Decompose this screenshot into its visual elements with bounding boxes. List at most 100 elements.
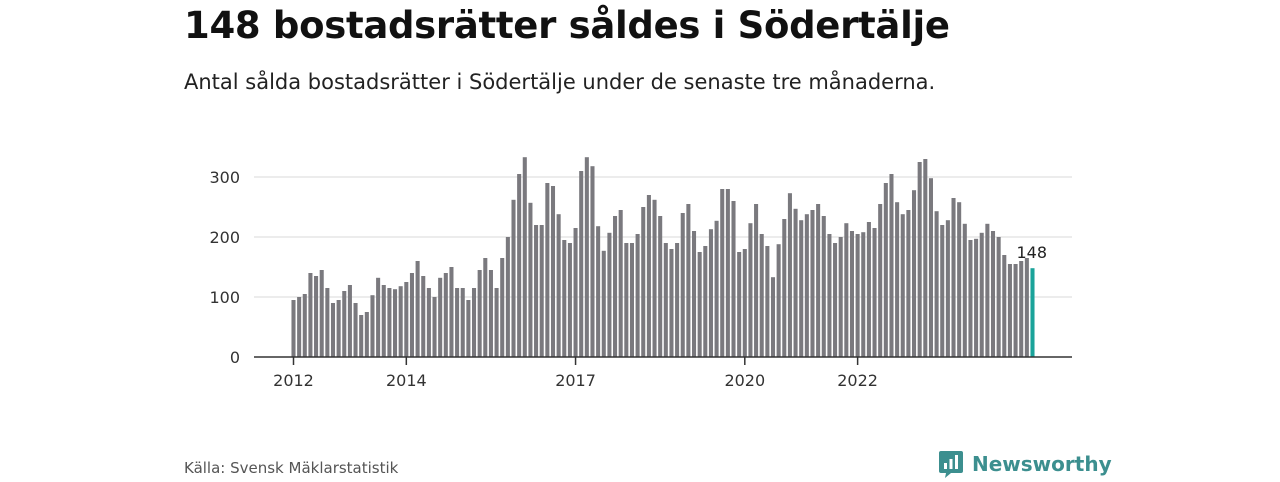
bar bbox=[810, 210, 815, 357]
bar bbox=[1013, 264, 1018, 357]
bar bbox=[1024, 258, 1029, 357]
bar bbox=[787, 193, 792, 357]
bar bbox=[613, 216, 618, 357]
bar bbox=[635, 234, 640, 357]
bar bbox=[545, 183, 550, 357]
bar bbox=[511, 199, 516, 357]
highlight-value-label: 148 bbox=[1017, 243, 1048, 262]
bar bbox=[782, 219, 787, 357]
bar bbox=[906, 210, 911, 357]
bar bbox=[466, 300, 471, 357]
bar bbox=[522, 157, 527, 357]
bar bbox=[754, 204, 759, 357]
bar bbox=[748, 223, 753, 357]
bar bbox=[415, 261, 420, 357]
bar bbox=[725, 189, 730, 357]
chart-subtitle: Antal sålda bostadsrätter i Södertälje u… bbox=[184, 70, 936, 94]
bar bbox=[618, 210, 623, 357]
bar bbox=[426, 288, 431, 357]
bar bbox=[302, 294, 307, 357]
bar bbox=[759, 234, 764, 357]
bar bbox=[556, 214, 561, 357]
x-tick-label: 2017 bbox=[555, 371, 596, 390]
bar bbox=[889, 174, 894, 357]
bar bbox=[951, 198, 956, 357]
bar bbox=[624, 243, 629, 357]
brand-logo[interactable]: Newsworthy bbox=[938, 448, 1112, 480]
bar bbox=[314, 276, 319, 357]
x-tick-label: 2014 bbox=[386, 371, 427, 390]
bar bbox=[590, 166, 595, 357]
bar bbox=[629, 243, 634, 357]
bar bbox=[449, 267, 454, 357]
chart-title: 148 bostadsrätter såldes i Södertälje bbox=[184, 4, 950, 47]
bar bbox=[646, 195, 651, 357]
bar bbox=[663, 243, 668, 357]
bar bbox=[720, 189, 725, 357]
bar bbox=[607, 232, 612, 357]
bar bbox=[550, 186, 556, 357]
labels: 0 100 200 300 2012 2014 2017 2020 2022 148 bbox=[209, 168, 1047, 390]
bar bbox=[849, 231, 855, 357]
bar bbox=[443, 273, 448, 357]
bar bbox=[776, 244, 781, 357]
bar bbox=[714, 220, 719, 357]
bar bbox=[364, 312, 369, 357]
brand-name: Newsworthy bbox=[972, 452, 1112, 476]
bar bbox=[697, 252, 702, 357]
bar bbox=[799, 220, 804, 357]
bar bbox=[928, 178, 933, 357]
bar bbox=[968, 240, 973, 357]
bar bbox=[962, 223, 967, 357]
bar bbox=[330, 303, 336, 357]
bar-highlight bbox=[1030, 268, 1035, 357]
x-tick-label: 2022 bbox=[837, 371, 878, 390]
bar bbox=[584, 157, 589, 357]
bar bbox=[878, 204, 883, 357]
bar bbox=[765, 246, 770, 357]
y-tick-label: 200 bbox=[209, 228, 240, 247]
bar bbox=[855, 234, 860, 357]
bar-chart: 0 100 200 300 2012 2014 2017 2020 2022 148 bbox=[209, 157, 1072, 390]
y-tick-label: 100 bbox=[209, 288, 240, 307]
bar bbox=[393, 289, 398, 357]
x-tick-label: 2020 bbox=[724, 371, 765, 390]
bar bbox=[534, 225, 539, 357]
bar bbox=[319, 270, 324, 357]
bar bbox=[539, 225, 544, 357]
bar bbox=[996, 237, 1001, 357]
bar bbox=[494, 288, 499, 357]
bar bbox=[1002, 255, 1007, 357]
bar bbox=[488, 270, 493, 357]
bar bbox=[432, 297, 437, 357]
bar bbox=[455, 288, 460, 357]
bar bbox=[483, 258, 488, 357]
bar bbox=[460, 288, 465, 357]
bar bbox=[990, 231, 996, 357]
bar bbox=[957, 202, 962, 357]
x-tick-label: 2012 bbox=[273, 371, 314, 390]
bar bbox=[827, 234, 832, 357]
bar bbox=[821, 216, 826, 357]
bar bbox=[1007, 264, 1012, 357]
bar bbox=[816, 204, 821, 357]
bar bbox=[658, 216, 663, 357]
bar bbox=[291, 300, 296, 357]
bar bbox=[421, 276, 426, 357]
bar bbox=[297, 297, 302, 357]
bar bbox=[477, 270, 482, 357]
bar bbox=[669, 249, 674, 357]
bar bbox=[573, 228, 578, 357]
bar bbox=[579, 171, 584, 357]
bar bbox=[1019, 261, 1024, 357]
bar bbox=[387, 288, 392, 357]
bar bbox=[596, 226, 601, 357]
newsworthy-logo-icon bbox=[938, 450, 964, 478]
bar bbox=[680, 213, 685, 357]
bar bbox=[804, 214, 809, 357]
bar bbox=[500, 258, 505, 357]
bar bbox=[912, 190, 917, 357]
bar bbox=[505, 237, 510, 357]
bar bbox=[353, 303, 358, 357]
y-tick-label: 0 bbox=[230, 348, 240, 367]
